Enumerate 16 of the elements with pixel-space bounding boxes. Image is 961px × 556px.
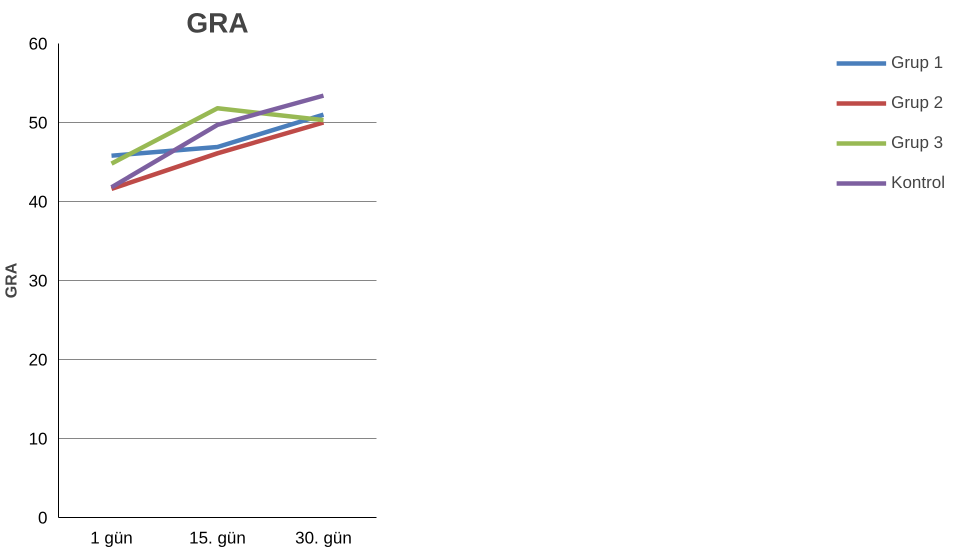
y-tick-label: 50 — [28, 114, 48, 132]
legend-label: Grup 3 — [891, 133, 944, 153]
y-axis-title: GRA — [4, 262, 21, 298]
y-tick-label: 10 — [28, 430, 48, 448]
y-tick-label: 40 — [28, 192, 48, 212]
x-tick-label: 30. gün — [295, 528, 352, 548]
legend-label: Kontrol — [891, 173, 945, 193]
y-tick-label: 60 — [28, 34, 48, 54]
legend-label: Grup 2 — [891, 93, 944, 113]
x-tick-label: 1 gün — [90, 528, 133, 548]
y-tick-label: 0 — [38, 508, 48, 528]
y-tick-label: 30 — [28, 272, 48, 290]
chart-title: GRA — [186, 8, 249, 38]
x-tick-label: 15. gün — [189, 528, 246, 548]
y-tick-label: 20 — [28, 350, 48, 370]
legend-label: Grup 1 — [891, 53, 944, 73]
